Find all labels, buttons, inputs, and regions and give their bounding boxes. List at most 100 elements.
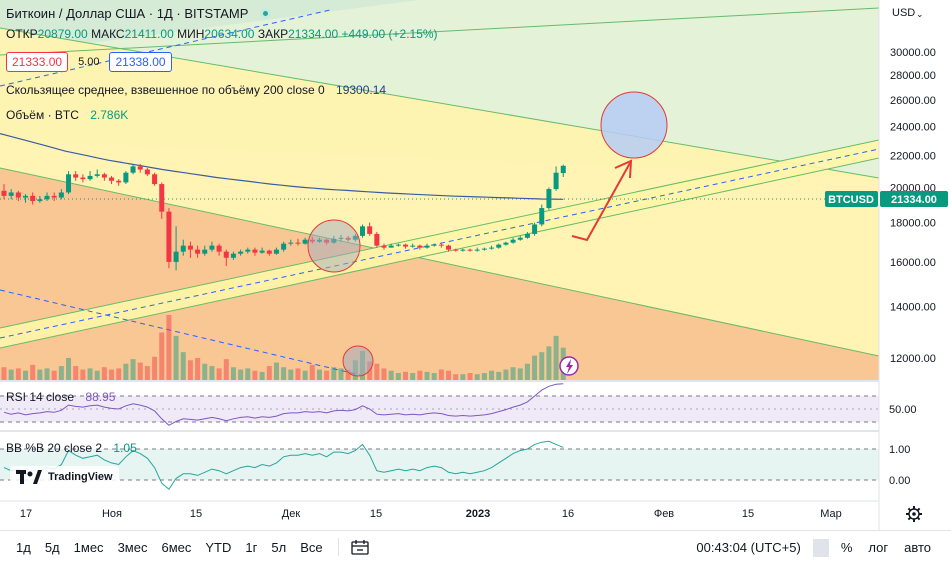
volume-bar [331,367,337,380]
candle [417,244,423,250]
price-tick: 24000.00 [890,122,936,134]
price-tick: 16000.00 [890,257,936,269]
circle-annotation-low [342,345,374,377]
volume-bar [187,360,193,380]
candle [431,243,437,247]
candle [424,243,430,249]
symbol-tag: BTCUSD [828,194,874,206]
volume-bar [15,368,21,380]
volume-bar [431,373,437,380]
candle [553,166,559,191]
sell-button[interactable]: 21333.00 [6,52,69,72]
time-tick: 15 [370,508,382,520]
auto-toggle[interactable]: авто [904,540,931,555]
volume-legend[interactable]: Объём · BTC 2.786K [6,108,128,122]
date-range-icon[interactable] [350,539,369,555]
candle [8,189,14,200]
candle [209,241,215,252]
candle [510,237,516,244]
ma-value: 19300.14 [336,83,387,97]
candle [273,247,279,255]
price-tick: 28000.00 [890,70,936,82]
time-axis[interactable]: 17 Ноя 15 Дек 15 2023 16 Фев 15 Мар [20,508,842,520]
period-6m[interactable]: 6мес [161,539,192,555]
candle [101,172,107,181]
rsi-legend[interactable]: RSI 14 close 88.95 [6,390,115,404]
rsi-tick: 50.00 [889,404,917,416]
candle [123,171,129,185]
percent-toggle[interactable]: % [840,540,853,555]
last-price-tag-bg [880,191,948,207]
candle [44,192,50,202]
currency-label[interactable]: USD [892,7,915,19]
period-1m[interactable]: 1мес [73,539,104,555]
candle [230,251,236,260]
volume-bar [288,369,294,380]
volume-bar [496,371,502,380]
candle [144,167,150,176]
candle [238,249,244,256]
log-toggle[interactable]: лог [868,540,889,555]
settings-gear-icon[interactable] [906,506,922,522]
volume-bar [424,371,430,380]
last-price-tag: 21334.00 [891,194,937,206]
period-1y[interactable]: 1г [245,539,258,555]
time-tick: Фев [654,508,674,520]
period-5y[interactable]: 5л [271,539,287,555]
controls-divider [812,538,829,557]
time-tick: 2023 [466,508,490,520]
candle [295,238,301,246]
ma-legend[interactable]: Скользящее среднее, взвешенное по объёму… [6,83,386,97]
candle [137,164,143,173]
volume-bar [101,367,107,380]
symbol-tag-bg [825,191,878,207]
period-ytd[interactable]: YTD [205,539,232,555]
ma-label: Скользящее среднее, взвешенное по объёму… [6,83,325,97]
channel-orange-fill [0,168,879,380]
rsi-line [3,383,564,426]
candle [360,224,365,238]
circle-annotation-top [600,91,668,159]
price-tick: 26000.00 [890,95,936,107]
time-tick: 15 [190,508,202,520]
period-1d[interactable]: 1д [16,539,31,555]
circle-annotation-mid [307,219,361,273]
volume-bar [510,367,516,380]
volume-bar [453,374,459,380]
currency-chevron-icon[interactable]: ⌄ [916,9,924,19]
volume-bar [474,374,480,380]
volume-bar [180,352,186,380]
candle [180,239,186,256]
volume-bar [259,371,265,380]
rising-channel-median [0,148,879,339]
volume-label: Объём · BTC [6,108,79,122]
period-3m[interactable]: 3мес [117,539,148,555]
trendline-green-low [0,167,879,357]
volume-bar [273,362,279,380]
volume-bar [381,368,387,380]
candle [202,245,208,256]
volume-bar [23,370,29,380]
price-tick: 18000.00 [890,218,936,230]
rising-channel-fill [0,140,879,348]
price-tick: 30000.00 [890,47,936,59]
candle [281,241,287,252]
candle [539,204,545,227]
volume-bar [316,369,322,380]
period-all[interactable]: Все [300,539,323,555]
volume-bar [345,369,351,380]
symbol-title[interactable]: Биткоин / Доллар США · 1Д · BITSTAMP [6,6,271,21]
bb-legend[interactable]: BB %B 20 close 2 1.05 [6,441,137,455]
market-status-icon[interactable] [259,8,271,19]
price-axis[interactable]: USD ⌄ 30000.00 28000.00 26000.00 24000.00 22… [825,0,951,530]
time-tick: Дек [282,508,301,520]
candle [1,184,7,200]
clock-label[interactable]: 00:43:04 (UTC+5) [696,540,801,555]
volume-bar [517,368,523,380]
candle [195,245,201,258]
tradingview-logo[interactable]: TradingView [10,466,119,488]
period-5d[interactable]: 5д [44,539,60,555]
buy-button[interactable]: 21338.00 [109,52,172,72]
